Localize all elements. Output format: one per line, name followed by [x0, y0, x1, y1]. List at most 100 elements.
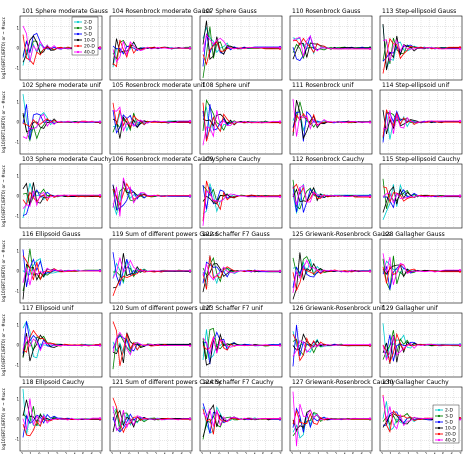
- legend-marker: [437, 420, 441, 424]
- x-tick-label: 0: [398, 452, 401, 454]
- series-20-D-line: [202, 180, 280, 222]
- series-end-marker: [368, 47, 372, 50]
- y-tick-label: 0: [16, 342, 19, 347]
- panel-105: 105 Rosenbrock moderate unif: [109, 82, 205, 155]
- panel-title: 120 Sum of different powers unif: [112, 305, 212, 312]
- panel-title: 114 Step-ellipsoid unif: [382, 82, 450, 89]
- legend-label: 10-D: [445, 426, 456, 432]
- panel-114: 114 Step-ellipsoid unif: [379, 82, 463, 155]
- panel-title: 117 Ellipsoid unif: [22, 305, 74, 312]
- panel-title: 109 Sphere Cauchy: [202, 156, 261, 163]
- series-end-marker: [368, 195, 372, 198]
- panel-109: 109 Sphere Cauchy: [199, 156, 283, 229]
- panel-title: 107 Sphere Gauss: [202, 8, 257, 15]
- series-end-marker: [188, 417, 192, 420]
- series-40-D-line: [112, 177, 190, 217]
- y-tick-label: -1: [15, 436, 19, 441]
- y-tick-label: 0: [16, 119, 19, 124]
- y-tick-label: -1: [15, 362, 19, 367]
- x-tick-label: 1: [209, 452, 212, 454]
- x-tick-label: -3: [423, 452, 427, 454]
- panel-129: 129 Gallagher unif: [379, 305, 463, 378]
- x-tick-label: -5: [170, 452, 174, 454]
- legend-box: [71, 16, 99, 56]
- panel-title: 129 Gallagher unif: [382, 305, 439, 312]
- series-end-marker: [98, 120, 102, 123]
- x-tick-label: -5: [440, 452, 444, 454]
- x-tick-label: -7: [188, 452, 192, 454]
- x-tick-label: -3: [153, 452, 157, 454]
- legend-box: [432, 404, 460, 444]
- x-tick-label: -2: [415, 452, 419, 454]
- y-tick-label: 0: [16, 193, 19, 198]
- series-end-marker: [98, 417, 102, 420]
- series-end-marker: [278, 120, 282, 123]
- panel-title: 111 Rosenbrock unif: [292, 82, 354, 89]
- panel-118: 118 Ellipsoid Cauchy 1 0 -1 2 1 0 -1 -2 -3 -4 -5 -6 -…: [15, 379, 103, 454]
- series-end-marker: [458, 194, 462, 197]
- legend-marker: [76, 38, 80, 42]
- legend-marker: [76, 32, 80, 36]
- series-20-D-line: [292, 268, 370, 292]
- x-tick-label: -5: [260, 452, 264, 454]
- panel-title: 110 Rosenbrock Gauss: [292, 8, 360, 15]
- x-tick-label: -3: [333, 452, 337, 454]
- panel-124: 124 Schaffer F7 Cauchy210-1-2-3-4-5-6-7l…: [199, 379, 283, 454]
- x-tick-label: 1: [389, 452, 392, 454]
- legend-marker: [76, 44, 80, 48]
- x-tick-label: -4: [342, 452, 346, 454]
- x-tick-label: 2: [381, 452, 384, 454]
- x-tick-label: -6: [269, 452, 273, 454]
- panel-title: 106 Rosenbrock moderate Cauchy: [112, 156, 216, 163]
- x-tick-label: -7: [458, 452, 462, 454]
- x-tick-label: -4: [252, 452, 256, 454]
- panel-127: 127 Griewank-Rosenbrock Cauchy 2 1 0 -1 -2 -3 -…: [289, 379, 395, 454]
- series-20-D-line: [292, 112, 370, 133]
- series-40-D-line: [202, 337, 280, 355]
- series-end-marker: [98, 193, 102, 197]
- panel-111: 111 Rosenbrock unif: [289, 82, 373, 155]
- series-40-D-line: [382, 39, 460, 62]
- panel-title: 113 Step-ellipsoid Gauss: [382, 8, 456, 15]
- series-40-D-line: [112, 331, 190, 356]
- panel-title: 115 Step-ellipsoid Cauchy: [382, 156, 461, 163]
- x-tick-label: -7: [98, 452, 102, 454]
- series-40-D-line: [202, 110, 280, 146]
- series-40-D-line: [22, 335, 100, 352]
- legend-marker: [437, 426, 441, 430]
- x-tick-label: -4: [72, 452, 76, 454]
- series-end-marker: [98, 269, 102, 272]
- series-40-D-line: [202, 190, 280, 226]
- series-20-D-line: [382, 264, 460, 284]
- series-40-D-line: [292, 391, 370, 447]
- series-end-marker: [458, 418, 462, 421]
- series-10-D-line: [382, 186, 460, 213]
- x-tick-label: -2: [55, 452, 59, 454]
- x-tick-label: -6: [359, 452, 363, 454]
- panel-116: 116 Ellipsoid Gauss 1 0 -1: [15, 231, 103, 304]
- y-axis-label: log10(ERT1/ERT0) or ~ #succ: [1, 90, 6, 153]
- legend-marker: [76, 50, 80, 54]
- series-end-marker: [368, 343, 372, 346]
- x-tick-label: 0: [218, 452, 221, 454]
- series-end-marker: [278, 46, 282, 49]
- panel-title: 102 Sphere moderate unif: [22, 82, 102, 89]
- y-tick-label: -1: [15, 139, 19, 144]
- series-end-marker: [458, 269, 462, 272]
- series-40-D-line: [292, 340, 370, 357]
- series-end-marker: [98, 47, 102, 50]
- x-tick-label: -3: [63, 452, 67, 454]
- legend-marker: [76, 26, 80, 30]
- series-40-D-line: [202, 33, 280, 52]
- x-tick-label: -1: [226, 452, 230, 454]
- series-20-D-line: [112, 268, 190, 297]
- panel-112: 112 Rosenbrock Cauchy: [289, 156, 373, 229]
- y-tick-label: -1: [15, 213, 19, 218]
- series-end-marker: [188, 344, 192, 347]
- panel-110: 110 Rosenbrock Gauss: [289, 8, 373, 81]
- x-tick-label: -1: [406, 452, 410, 454]
- x-tick-label: 2: [111, 452, 114, 454]
- panel-title: 123 Schaffer F7 unif: [202, 305, 264, 312]
- x-tick-label: 0: [38, 452, 41, 454]
